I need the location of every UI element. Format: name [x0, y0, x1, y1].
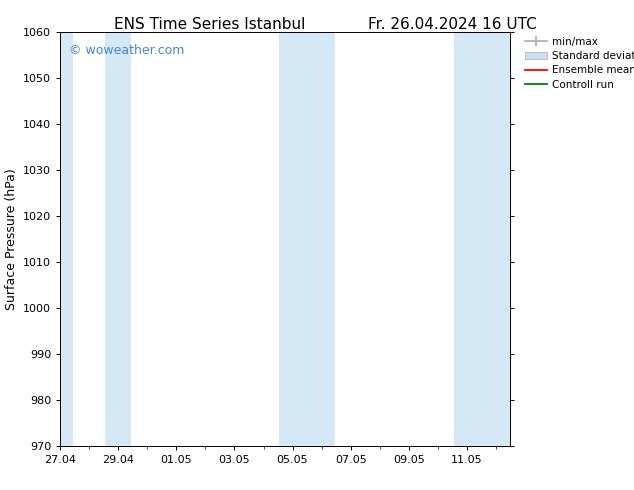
Legend: min/max, Standard deviation, Ensemble mean run, Controll run: min/max, Standard deviation, Ensemble me…: [524, 37, 634, 90]
Bar: [454, 32, 512, 446]
Text: © woweather.com: © woweather.com: [69, 44, 184, 57]
Bar: [59, 32, 74, 446]
Bar: [280, 32, 335, 446]
Text: Fr. 26.04.2024 16 UTC: Fr. 26.04.2024 16 UTC: [368, 17, 536, 32]
Text: ENS Time Series Istanbul: ENS Time Series Istanbul: [114, 17, 306, 32]
Y-axis label: Surface Pressure (hPa): Surface Pressure (hPa): [4, 168, 18, 310]
Bar: [105, 32, 131, 446]
